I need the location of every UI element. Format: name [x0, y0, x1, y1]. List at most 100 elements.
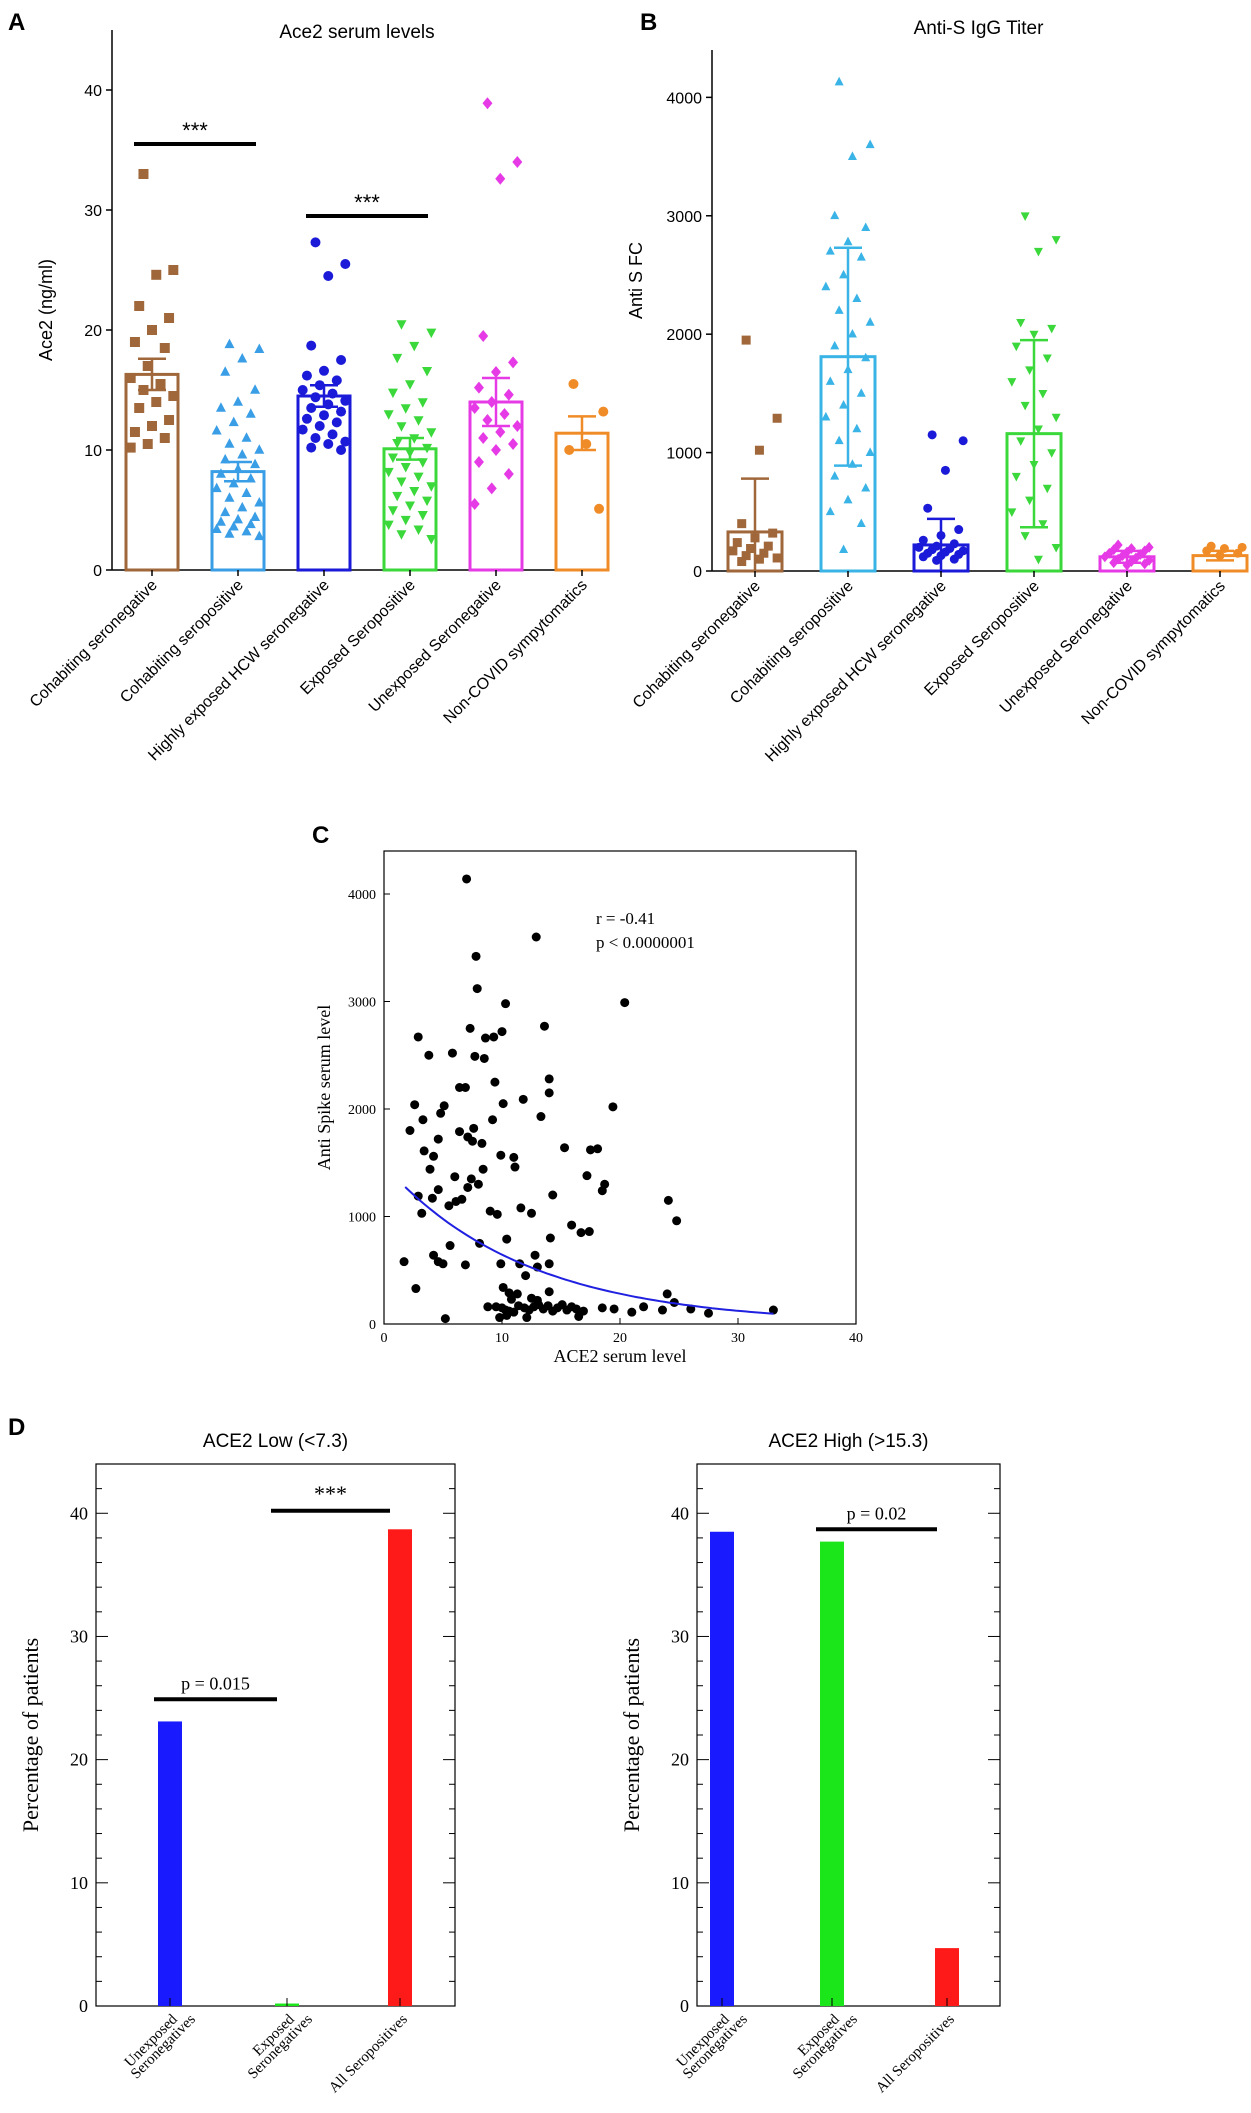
data-point: [1033, 425, 1043, 435]
data-point: [306, 442, 317, 453]
data-point: [164, 415, 175, 425]
data-point: [168, 391, 179, 401]
data-point: [241, 525, 252, 536]
data-point: [732, 538, 742, 548]
scatter-point: [530, 1250, 540, 1260]
data-point: [830, 471, 840, 480]
y-tick-label: 1000: [348, 1211, 376, 1226]
data-point: [340, 436, 351, 447]
data-point: [473, 381, 484, 394]
scatter-point: [483, 1302, 493, 1312]
data-point: [336, 355, 347, 365]
scatter-point: [548, 1190, 558, 1200]
scatter-point: [433, 1185, 443, 1195]
scatter-point: [498, 1099, 508, 1109]
x-tick-label: 20: [613, 1331, 627, 1346]
data-point: [142, 439, 153, 449]
data-point: [1011, 472, 1021, 482]
data-point: [754, 445, 764, 455]
panel-label-d: D: [8, 1414, 25, 1441]
scatter-point: [597, 1303, 607, 1313]
data-point: [821, 411, 831, 421]
data-point: [138, 169, 149, 179]
data-point: [918, 535, 928, 545]
scatter-point: [447, 1048, 457, 1058]
data-point: [233, 513, 243, 524]
data-point: [323, 271, 334, 281]
scatter-point: [567, 1220, 577, 1230]
data-point: [164, 313, 175, 323]
data-point: [228, 477, 239, 488]
chart-title: Anti-S IgG Titer: [914, 18, 1045, 39]
scatter-point: [531, 932, 541, 942]
scatter-point: [516, 1203, 526, 1213]
data-point: [865, 139, 875, 149]
data-point: [422, 443, 433, 454]
data-point: [215, 468, 226, 478]
scatter-point: [413, 1032, 423, 1042]
data-point: [147, 421, 157, 431]
x-tick-label: All Seropositives: [326, 2011, 411, 2096]
data-point: [254, 497, 265, 507]
scatter-point: [576, 1228, 586, 1238]
data-point: [825, 246, 835, 255]
data-point: [861, 482, 871, 492]
scatter-point: [410, 1100, 420, 1110]
data-point: [323, 439, 334, 449]
y-tick-label: 1000: [666, 446, 702, 463]
x-tick-label: 0: [381, 1331, 388, 1346]
data-point: [417, 398, 428, 408]
data-point: [1033, 555, 1043, 565]
data-point: [211, 482, 222, 493]
data-point: [426, 535, 437, 545]
scatter-point: [593, 1144, 603, 1154]
data-point: [1011, 342, 1021, 352]
scatter-point: [539, 1021, 549, 1031]
data-point: [843, 494, 853, 504]
data-point: [834, 76, 844, 86]
data-point: [1029, 330, 1039, 340]
data-point: [396, 477, 407, 487]
data-point: [1042, 484, 1052, 494]
data-point: [383, 410, 394, 420]
data-point: [469, 402, 480, 414]
y-tick-label: 40: [70, 1503, 88, 1523]
data-point: [865, 317, 875, 326]
data-point: [405, 501, 415, 511]
bar: [388, 1529, 412, 2006]
data-point: [737, 519, 747, 529]
data-point: [508, 438, 519, 450]
scatter-point: [704, 1308, 713, 1318]
scatter-point: [466, 1174, 476, 1184]
data-point: [125, 442, 136, 453]
scatter-point: [502, 1310, 512, 1320]
data-point: [486, 396, 497, 408]
data-point: [491, 444, 501, 456]
data-point: [594, 503, 605, 514]
x-tick-label: 30: [731, 1331, 745, 1346]
y-axis-label: Ace2 (ng/ml): [36, 259, 56, 361]
scatter-point: [489, 1032, 499, 1042]
data-point: [409, 487, 420, 497]
scatter-point: [427, 1193, 437, 1203]
data-point: [340, 259, 351, 269]
data-point: [1051, 413, 1061, 423]
scatter-point: [429, 1151, 439, 1161]
data-point: [759, 548, 769, 558]
data-point: [413, 472, 424, 483]
scatter-point: [608, 1102, 618, 1112]
scatter-point: [455, 1127, 465, 1137]
y-tick-label: 2000: [348, 1103, 376, 1118]
data-point: [852, 293, 862, 303]
data-point: [508, 356, 519, 369]
scatter-point: [424, 1050, 434, 1060]
data-point: [237, 501, 248, 512]
data-point: [1233, 548, 1243, 558]
data-point: [478, 330, 489, 342]
data-point: [954, 525, 964, 535]
data-point: [409, 341, 420, 352]
scatter-point: [498, 1282, 508, 1292]
data-point: [746, 544, 756, 554]
data-point: [741, 551, 751, 561]
